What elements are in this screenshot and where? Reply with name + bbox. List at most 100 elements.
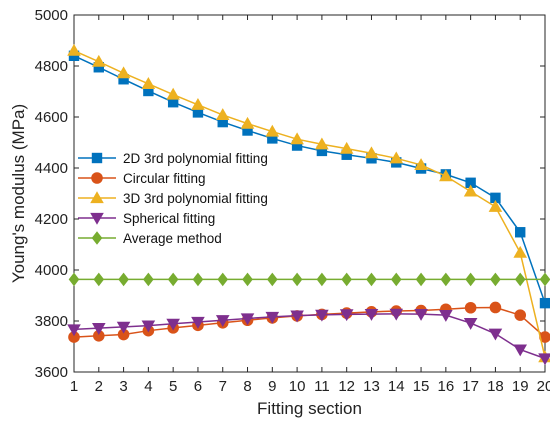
data-point xyxy=(315,137,329,150)
data-point xyxy=(191,316,205,329)
plot-frame xyxy=(73,14,546,373)
data-point xyxy=(464,301,477,314)
series-4 xyxy=(67,308,550,366)
data-point xyxy=(290,132,304,145)
data-point xyxy=(192,107,204,118)
data-point xyxy=(315,309,329,322)
series-1 xyxy=(68,50,550,309)
series-5 xyxy=(68,272,550,287)
data-point xyxy=(265,311,280,324)
data-point xyxy=(316,145,328,157)
data-point xyxy=(339,141,354,154)
legend-label: 3D 3rd polynomial fitting xyxy=(123,191,268,206)
data-point xyxy=(242,272,253,287)
x-tick-label: 11 xyxy=(314,378,330,395)
data-point xyxy=(91,323,106,335)
x-tick-label: 10 xyxy=(289,378,306,395)
y-tick-label: 4600 xyxy=(35,109,68,126)
y-tick-label: 5000 xyxy=(35,7,68,24)
legend-marker xyxy=(91,172,103,184)
data-point xyxy=(465,177,476,188)
data-point xyxy=(539,297,550,309)
legend-marker xyxy=(91,231,103,245)
legend-item: Average method xyxy=(78,231,222,246)
x-axis-label: Fitting section xyxy=(257,399,362,418)
legend-marker xyxy=(91,152,103,164)
data-point xyxy=(240,313,255,326)
data-point xyxy=(291,272,303,287)
x-tick-label: 19 xyxy=(512,378,529,395)
data-point xyxy=(389,308,404,321)
data-point xyxy=(166,87,180,100)
legend: 2D 3rd polynomial fitting Circular fittin… xyxy=(78,151,268,246)
x-tick-label: 5 xyxy=(169,378,177,395)
data-point xyxy=(539,272,550,287)
data-point xyxy=(364,309,379,321)
data-point xyxy=(143,272,154,287)
data-point xyxy=(267,272,278,287)
data-point xyxy=(515,227,526,238)
data-point xyxy=(489,301,502,314)
x-tick-label: 6 xyxy=(194,378,202,395)
data-point xyxy=(192,272,204,287)
x-tick-label: 18 xyxy=(487,378,504,395)
data-point xyxy=(389,151,404,164)
data-point xyxy=(440,272,452,287)
legend-label: 2D 3rd polynomial fitting xyxy=(123,151,268,166)
data-point xyxy=(415,272,427,287)
data-point xyxy=(538,353,550,366)
legend-marker xyxy=(90,212,104,225)
data-point xyxy=(290,310,304,323)
data-point xyxy=(141,77,156,89)
x-tick-label: 3 xyxy=(119,378,127,395)
data-point xyxy=(439,169,453,182)
data-point xyxy=(117,328,130,341)
data-point xyxy=(488,328,503,341)
data-point xyxy=(390,272,402,287)
data-point xyxy=(513,344,528,357)
data-point xyxy=(116,66,131,79)
data-point xyxy=(490,272,501,287)
data-point xyxy=(465,272,476,287)
series-2 xyxy=(68,301,550,343)
data-point xyxy=(463,184,478,197)
y-tick-label: 3600 xyxy=(35,364,68,381)
data-point xyxy=(67,324,81,337)
data-point xyxy=(366,272,377,287)
data-point xyxy=(68,331,80,343)
data-point xyxy=(143,85,154,97)
data-point xyxy=(240,116,255,129)
x-tick-label: 7 xyxy=(219,378,227,395)
data-point xyxy=(514,309,527,321)
data-point xyxy=(166,318,180,331)
x-tick-label: 16 xyxy=(437,378,454,395)
x-tick-label: 8 xyxy=(243,378,251,395)
x-tick-label: 15 xyxy=(413,378,430,395)
x-tick-label: 13 xyxy=(363,378,380,395)
data-point xyxy=(116,321,131,334)
data-point xyxy=(68,272,80,287)
data-point xyxy=(488,199,503,212)
data-point xyxy=(463,317,478,330)
data-point xyxy=(93,62,104,73)
data-point xyxy=(291,140,303,151)
y-tick-label: 4200 xyxy=(35,211,68,228)
data-point xyxy=(191,97,205,110)
data-point xyxy=(364,146,379,159)
y-tick-label: 4000 xyxy=(35,262,68,279)
legend-item: 3D 3rd polynomial fitting xyxy=(78,191,268,206)
data-point xyxy=(316,272,328,287)
data-point xyxy=(141,320,156,333)
data-point xyxy=(118,74,129,85)
legend-item: 2D 3rd polynomial fitting xyxy=(78,151,268,166)
data-point xyxy=(513,245,528,258)
data-point xyxy=(490,192,501,204)
data-point xyxy=(215,315,230,328)
data-point xyxy=(92,329,105,342)
x-tick-label: 4 xyxy=(144,378,152,395)
data-point xyxy=(217,272,229,287)
data-point xyxy=(341,272,352,287)
legend-marker xyxy=(90,191,104,204)
legend-item: Circular fitting xyxy=(78,171,206,186)
